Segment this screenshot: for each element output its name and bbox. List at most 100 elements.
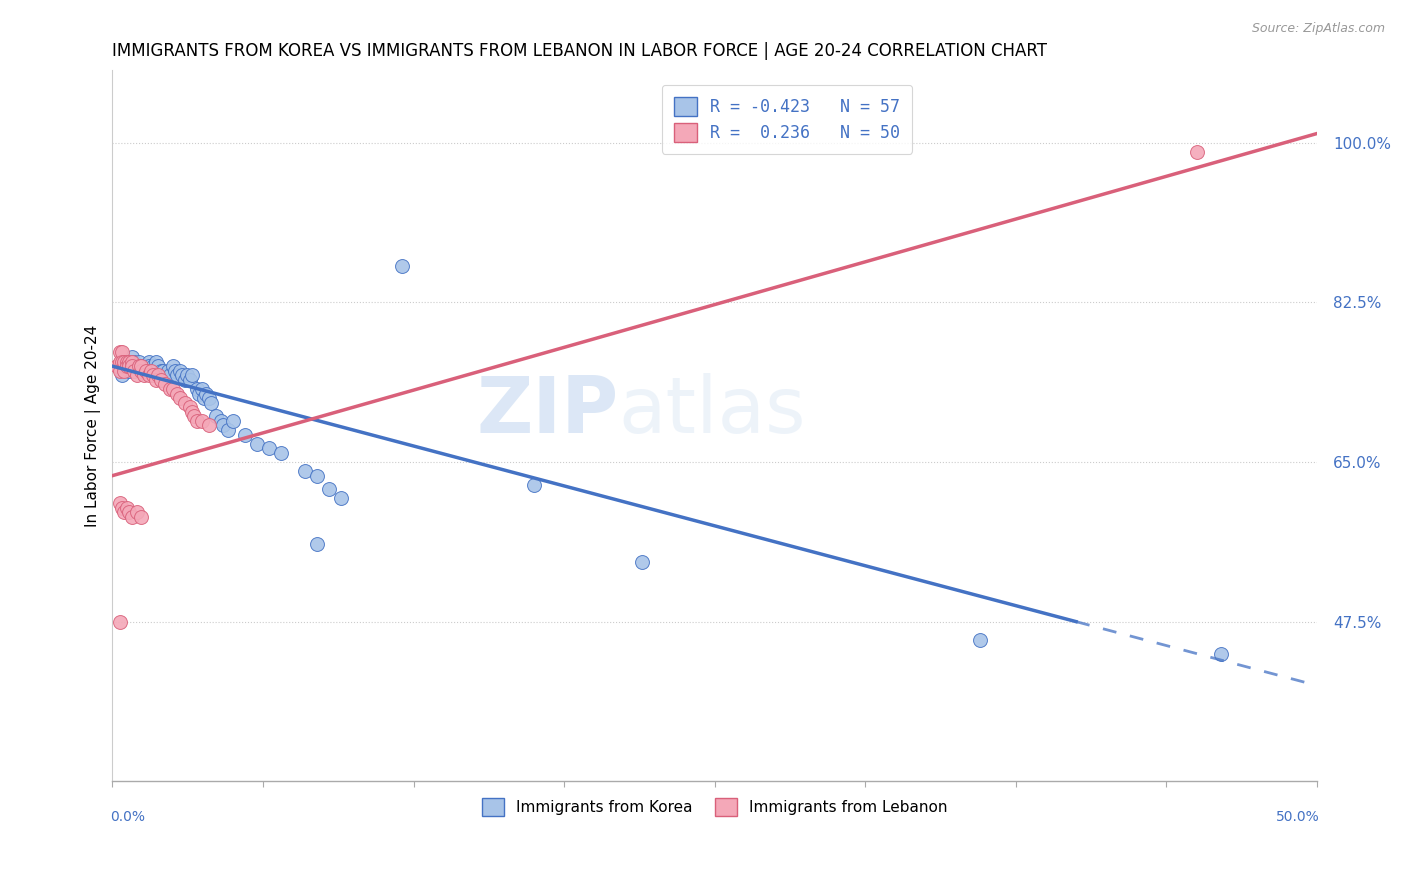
Point xyxy=(330,491,353,506)
Point xyxy=(145,354,167,368)
Legend: Immigrants from Korea, Immigrants from Lebanon: Immigrants from Korea, Immigrants from L… xyxy=(474,790,955,823)
Point xyxy=(186,414,208,428)
Point xyxy=(138,359,160,374)
Point xyxy=(118,364,141,378)
Point xyxy=(121,359,143,374)
Point xyxy=(115,500,138,515)
Point xyxy=(142,368,165,383)
Point xyxy=(246,436,269,450)
Point xyxy=(257,442,280,456)
Point xyxy=(159,382,181,396)
Point xyxy=(209,414,232,428)
Point xyxy=(131,364,153,378)
Point xyxy=(114,364,136,378)
Point xyxy=(148,368,170,383)
Point xyxy=(115,354,138,368)
Point xyxy=(195,386,218,401)
Point xyxy=(131,359,153,374)
Point xyxy=(205,409,228,424)
Point xyxy=(131,359,153,374)
Point xyxy=(108,615,131,629)
Point xyxy=(523,477,546,491)
Point xyxy=(173,373,195,387)
Point xyxy=(132,364,155,378)
Point xyxy=(217,423,239,437)
Point xyxy=(180,405,202,419)
Point xyxy=(152,364,174,378)
Point xyxy=(166,386,188,401)
Point xyxy=(135,364,157,378)
Point xyxy=(138,354,160,368)
Text: ZIP: ZIP xyxy=(477,373,619,450)
Point xyxy=(190,414,212,428)
Point xyxy=(118,505,141,519)
Point xyxy=(139,364,162,378)
Point xyxy=(125,368,148,383)
Point xyxy=(162,359,184,374)
Point xyxy=(1185,145,1208,159)
Point xyxy=(200,395,222,409)
Text: 0.0%: 0.0% xyxy=(110,811,145,824)
Point xyxy=(111,345,134,359)
Point xyxy=(233,427,256,442)
Point xyxy=(307,537,329,551)
Point xyxy=(121,350,143,364)
Y-axis label: In Labor Force | Age 20-24: In Labor Force | Age 20-24 xyxy=(86,325,101,526)
Point xyxy=(114,359,136,374)
Point xyxy=(128,354,150,368)
Point xyxy=(172,368,194,383)
Point xyxy=(155,368,177,383)
Point xyxy=(294,464,316,478)
Point xyxy=(1209,647,1232,661)
Point xyxy=(115,354,138,368)
Point xyxy=(193,391,215,405)
Point xyxy=(149,364,172,378)
Point xyxy=(114,359,136,374)
Point xyxy=(186,382,208,396)
Point xyxy=(121,509,143,524)
Text: 50.0%: 50.0% xyxy=(1275,811,1319,824)
Point xyxy=(108,345,131,359)
Point xyxy=(197,418,219,433)
Point xyxy=(108,364,131,378)
Point xyxy=(138,368,160,383)
Point xyxy=(108,496,131,510)
Point xyxy=(114,505,136,519)
Text: atlas: atlas xyxy=(619,373,806,450)
Point xyxy=(122,364,145,378)
Point xyxy=(270,446,292,460)
Point xyxy=(145,373,167,387)
Point xyxy=(105,359,128,374)
Point xyxy=(222,414,245,428)
Point xyxy=(169,391,191,405)
Point xyxy=(125,505,148,519)
Text: Source: ZipAtlas.com: Source: ZipAtlas.com xyxy=(1251,22,1385,36)
Point xyxy=(111,354,134,368)
Point xyxy=(142,359,165,374)
Point xyxy=(169,364,191,378)
Point xyxy=(115,359,138,374)
Point xyxy=(122,354,145,368)
Point xyxy=(179,401,201,415)
Point xyxy=(969,632,991,647)
Point xyxy=(128,359,150,374)
Point xyxy=(156,364,179,378)
Point xyxy=(165,364,187,378)
Point xyxy=(121,354,143,368)
Point xyxy=(166,368,188,383)
Point xyxy=(135,359,157,374)
Point xyxy=(111,368,134,383)
Point xyxy=(631,555,654,569)
Point xyxy=(114,354,136,368)
Point xyxy=(179,373,201,387)
Point xyxy=(131,509,153,524)
Point xyxy=(118,354,141,368)
Point xyxy=(118,359,141,374)
Point xyxy=(108,354,131,368)
Point xyxy=(149,373,172,387)
Point xyxy=(188,386,211,401)
Point xyxy=(190,382,212,396)
Point xyxy=(197,391,219,405)
Point xyxy=(139,364,162,378)
Point xyxy=(132,368,155,383)
